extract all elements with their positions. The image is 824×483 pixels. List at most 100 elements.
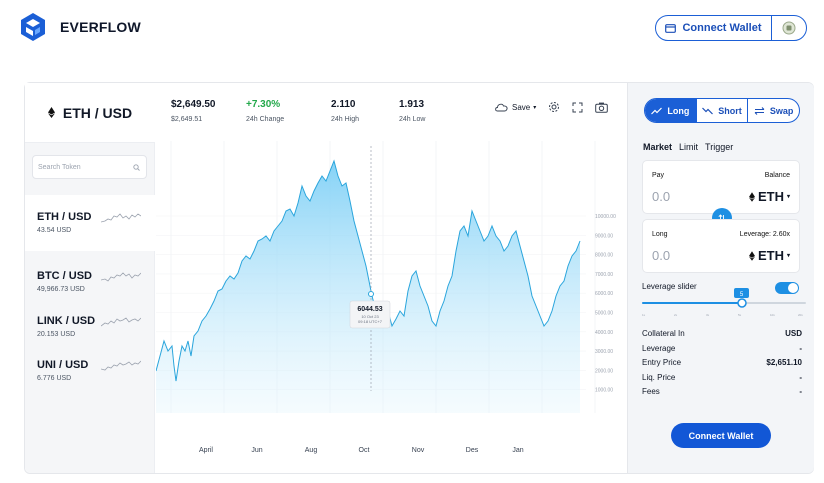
- tab-short[interactable]: Short: [697, 99, 749, 122]
- trend-up-icon: [651, 107, 663, 114]
- row-liq-price-key: Liq. Price: [642, 373, 676, 382]
- svg-text:10x: 10x: [770, 313, 775, 317]
- tab-long[interactable]: Long: [645, 99, 697, 122]
- top-bar: EVERFLOW Connect Wallet: [0, 0, 824, 56]
- row-liq-price-value: -: [799, 373, 802, 382]
- row-entry-price: Entry Price $2,651.10: [642, 358, 802, 367]
- camera-icon[interactable]: [595, 102, 609, 113]
- row-fees-key: Fees: [642, 387, 660, 396]
- token-item-btc[interactable]: BTC / USD 49,966.73 USD: [25, 254, 155, 310]
- leverage-slider[interactable]: 5 1x 2x 3x 5x 10x 20x: [640, 286, 810, 326]
- x-tick-label: Nov: [412, 447, 425, 454]
- tab-long-label: Long: [667, 105, 690, 116]
- high-label: 24h High: [331, 116, 360, 123]
- row-leverage: Leverage -: [642, 344, 802, 353]
- pay-asset-select[interactable]: ETH ▾: [748, 189, 790, 204]
- trade-mode-tabs: Long Short Swap: [644, 98, 800, 123]
- leverage-slider-label: Leverage slider: [642, 282, 697, 291]
- order-type-tabs: Market Limit Trigger: [643, 142, 733, 152]
- pay-asset-label: ETH: [757, 189, 784, 204]
- y-tick-label: 1000.00: [595, 388, 613, 394]
- long-label: Long: [652, 231, 668, 238]
- row-collateral-value: USD: [785, 329, 802, 338]
- x-tick-label: Jan: [512, 447, 523, 454]
- leverage-info: Leverage: 2.60x: [739, 231, 790, 238]
- y-tick-label: 10000.00: [595, 214, 616, 220]
- pay-amount-input[interactable]: 0.0: [652, 189, 671, 204]
- tab-swap[interactable]: Swap: [748, 99, 799, 122]
- pay-label: Pay: [652, 172, 665, 179]
- fullscreen-icon[interactable]: [572, 102, 583, 113]
- stat-low: 1.913 24h Low: [399, 99, 425, 123]
- row-entry-price-value: $2,651.10: [766, 358, 802, 367]
- slider-value-badge: [734, 288, 749, 298]
- order-type-market[interactable]: Market: [643, 142, 673, 152]
- slider-thumb[interactable]: [737, 298, 747, 308]
- y-tick-label: 9000.00: [595, 233, 613, 239]
- stat-price: $2,649.50 $2,649.51: [171, 99, 216, 123]
- chevron-down-icon: ▾: [786, 194, 790, 200]
- chart-tooltip: 6044.53 10 Oct 23 09:18 UTC+7: [349, 300, 391, 329]
- save-button[interactable]: Save ▾: [494, 102, 536, 112]
- brand-name: EVERFLOW: [60, 19, 141, 35]
- y-tick-label: 8000.00: [595, 253, 613, 259]
- row-collateral-key: Collateral In: [642, 329, 685, 338]
- search-placeholder: Search Token: [38, 163, 81, 171]
- swap-vertical-icon: [718, 213, 726, 223]
- long-asset-select[interactable]: ETH ▾: [748, 248, 790, 263]
- everflow-logo: [21, 13, 45, 41]
- pair-title-text: ETH / USD: [62, 104, 133, 121]
- wallet-icon: [665, 23, 677, 33]
- svg-text:20x: 20x: [798, 313, 803, 317]
- y-tick-label: 6000.00: [595, 291, 613, 297]
- svg-text:1x: 1x: [642, 313, 646, 317]
- chevron-down-icon: ▾: [786, 253, 790, 259]
- token-item-uni[interactable]: UNI / USD 6.776 USD: [25, 343, 155, 399]
- token-price: 49,966.73 USD: [37, 286, 85, 293]
- y-tick-label: 4000.00: [595, 330, 613, 336]
- slider-fill: [642, 302, 742, 304]
- price-value: $2,649.50: [171, 99, 216, 110]
- row-liq-price: Liq. Price -: [642, 373, 802, 382]
- order-type-trigger[interactable]: Trigger: [705, 142, 734, 152]
- eth-icon: [748, 191, 755, 202]
- order-type-limit[interactable]: Limit: [679, 142, 699, 152]
- gear-icon[interactable]: [548, 101, 560, 113]
- stat-high: 2.110 24h High: [331, 99, 359, 123]
- row-collateral: Collateral In USD: [642, 329, 802, 338]
- token-coin-icon[interactable]: [772, 21, 806, 35]
- token-name: LINK / USD: [37, 315, 96, 327]
- high-value: 2.110: [331, 99, 356, 110]
- svg-text:5x: 5x: [738, 313, 742, 317]
- eth-icon: [748, 250, 755, 261]
- tooltip-date: 10 Oct 23: [361, 314, 379, 319]
- slider-ticks: 1x 2x 3x 5x 10x 20x: [642, 313, 803, 317]
- token-item-link[interactable]: LINK / USD 20.153 USD: [25, 299, 155, 355]
- connect-wallet-submit-button[interactable]: Connect Wallet: [671, 423, 771, 448]
- long-asset-label: ETH: [757, 248, 784, 263]
- token-name: UNI / USD: [37, 359, 89, 371]
- crosshair-point: [368, 291, 374, 297]
- token-price: 6.776 USD: [37, 375, 72, 382]
- pair-title: ETH / USD: [25, 83, 155, 143]
- connect-wallet-button[interactable]: Connect Wallet: [656, 16, 772, 40]
- market-stats: $2,649.50 $2,649.51 +7.30% 24h Change 2.…: [156, 83, 627, 139]
- token-name: BTC / USD: [37, 270, 92, 282]
- eth-icon: [47, 107, 55, 118]
- token-name: ETH / USD: [37, 211, 92, 223]
- header-wallet-group: Connect Wallet: [655, 15, 807, 41]
- sparkline: [101, 360, 141, 371]
- price-chart[interactable]: 6044.53 10 Oct 23 09:18 UTC+7 10000.00 90…: [156, 141, 627, 473]
- token-item-eth[interactable]: ETH / USD 43.54 USD: [25, 195, 155, 251]
- search-token-input[interactable]: Search Token: [32, 155, 147, 179]
- leverage-toggle[interactable]: [775, 282, 799, 294]
- sparkline: [101, 213, 141, 223]
- long-box: Long Leverage: 2.60x 0.0 ETH ▾: [642, 219, 800, 273]
- svg-text:3x: 3x: [706, 313, 710, 317]
- token-price: 43.54 USD: [37, 227, 72, 234]
- tooltip-value: 6044.53: [357, 306, 382, 313]
- sparkline: [101, 317, 141, 327]
- long-amount-input[interactable]: 0.0: [652, 248, 671, 263]
- change-value: +7.30%: [246, 99, 281, 110]
- x-tick-label: Aug: [305, 447, 318, 454]
